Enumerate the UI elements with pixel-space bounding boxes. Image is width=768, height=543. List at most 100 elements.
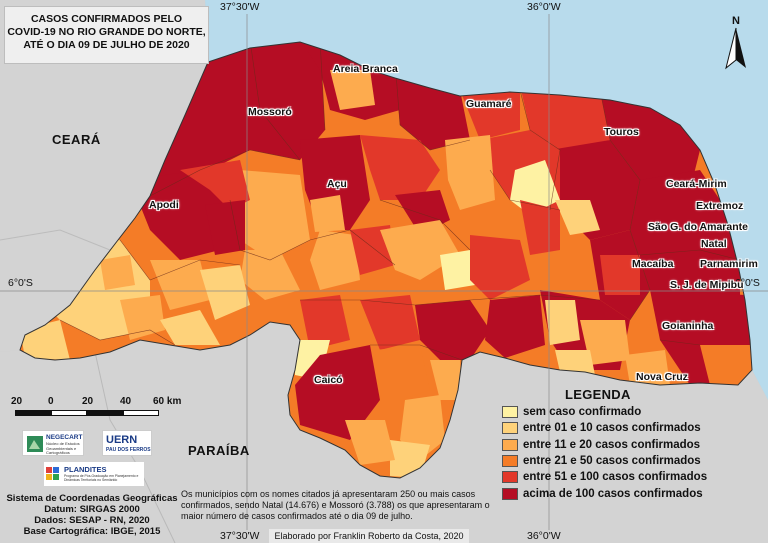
municipality xyxy=(295,345,380,440)
municipality xyxy=(625,350,670,385)
scale-tick-2: 20 xyxy=(82,396,94,407)
scale-tick-3: 40 xyxy=(120,396,132,407)
legend-item: entre 21 e 50 casos confirmados xyxy=(502,453,764,469)
city-label-macaiba: Macaíba xyxy=(632,258,674,270)
info-line-4: Base Cartográfica: IBGE, 2015 xyxy=(23,526,161,537)
city-label-mossoro: Mossoró xyxy=(248,106,292,118)
uern-name: UERN xyxy=(106,434,138,446)
title-line-3: ATÉ O DIA 09 DE JULHO DE 2020 xyxy=(23,39,190,51)
municipality xyxy=(415,300,490,360)
state-label-ceara: CEARÁ xyxy=(52,132,101,147)
grid-label-lat-left: 6°0'S xyxy=(8,277,33,289)
municipality xyxy=(360,135,440,200)
grid-label-bottom-left: 37°30'W xyxy=(220,530,260,542)
municipality xyxy=(470,235,530,300)
city-label-caico: Caicó xyxy=(314,374,343,386)
legend-swatch xyxy=(502,487,518,500)
municipality xyxy=(520,200,560,255)
municipality xyxy=(375,345,430,400)
municipality xyxy=(600,255,640,295)
municipality xyxy=(485,295,545,358)
municipality xyxy=(310,195,345,232)
logos: NEGECART Núcleo de Estudos Geoambientais… xyxy=(22,430,162,490)
municipality xyxy=(700,345,752,385)
municipality xyxy=(150,260,210,310)
municipality xyxy=(380,220,460,280)
uern-logo: UERN PAU DOS FERROS xyxy=(102,430,152,456)
municipality xyxy=(205,200,245,255)
legend-item: entre 01 e 10 casos confirmados xyxy=(502,420,764,436)
info-line-1: Sistema de Coordenadas Geográficas xyxy=(6,493,178,504)
scale-tick-4: 60 km xyxy=(153,396,182,407)
city-label-sj-mipibu: S. J. de Mipibu xyxy=(670,279,744,291)
city-label-sao-goncalo: São G. do Amarante xyxy=(648,221,748,233)
city-label-ceara-mirim: Ceará-Mirim xyxy=(666,178,727,190)
north-arrow-icon: N xyxy=(725,15,746,70)
legend-title: LEGENDA xyxy=(565,387,631,402)
legend-label: entre 11 e 20 casos confirmados xyxy=(523,438,701,451)
north-label: N xyxy=(732,15,740,27)
legend-item: acima de 100 casos confirmados xyxy=(502,485,764,501)
scale-segment xyxy=(15,410,51,416)
municipality xyxy=(440,250,475,290)
negecart-name: NEGECART xyxy=(46,434,83,441)
neighbor-ceara xyxy=(0,0,208,352)
uern-sub: PAU DOS FERROS xyxy=(106,447,151,453)
plandites-name: PLANDITES xyxy=(64,465,107,474)
municipality xyxy=(430,360,462,400)
legend-label: entre 21 e 50 casos confirmados xyxy=(523,455,701,468)
municipality xyxy=(100,255,135,290)
map-note: Os municípios com os nomes citados já ap… xyxy=(181,489,490,521)
legend-label: entre 51 e 100 casos confirmados xyxy=(523,471,708,484)
municipality xyxy=(545,300,580,345)
scale-segment xyxy=(123,410,159,416)
scale-segment xyxy=(87,410,123,416)
negecart-sub: Núcleo de Estudos Geoambientais e Cartog… xyxy=(46,441,80,455)
municipality xyxy=(360,295,420,350)
city-label-areia-branca: Areia Branca xyxy=(333,63,398,75)
city-label-natal: Natal xyxy=(701,238,727,250)
scale-tick-1: 0 xyxy=(48,396,54,407)
municipality xyxy=(345,420,395,465)
municipality xyxy=(520,85,610,150)
legend-item: entre 51 e 100 casos confirmados xyxy=(502,469,764,485)
municipality xyxy=(600,90,700,190)
city-label-guamare: Guamaré xyxy=(466,98,512,110)
city-label-touros: Touros xyxy=(604,126,639,138)
city-label-parnamirim: Parnamirim xyxy=(700,258,758,270)
author-credit: Elaborado por Franklin Roberto da Costa,… xyxy=(269,529,469,543)
plandites-logo: PLANDITES Programa de Pós-Graduação em P… xyxy=(44,462,144,486)
map-info: Sistema de Coordenadas Geográficas Datum… xyxy=(6,493,178,537)
ocean xyxy=(175,0,768,400)
legend-swatch xyxy=(502,471,518,484)
municipality xyxy=(310,230,360,290)
legend: sem caso confirmado entre 01 e 10 casos … xyxy=(502,404,764,502)
map-title: CASOS CONFIRMADOS PELO COVID-19 NO RIO G… xyxy=(4,6,209,64)
grid-label-lat-right: 6°0'S xyxy=(735,277,760,289)
municipality xyxy=(555,350,595,375)
scale-tick-0: 20 xyxy=(11,396,23,407)
scale-segment xyxy=(51,410,87,416)
grid-label-top-left: 37°30'W xyxy=(220,1,260,13)
municipality xyxy=(580,320,630,365)
legend-swatch xyxy=(502,438,518,451)
legend-item: entre 11 e 20 casos confirmados xyxy=(502,437,764,453)
city-label-apodi: Apodi xyxy=(149,199,179,211)
title-line-1: CASOS CONFIRMADOS PELO xyxy=(30,13,183,25)
legend-swatch xyxy=(502,406,518,419)
legend-label: entre 01 e 10 casos confirmados xyxy=(523,422,701,435)
city-label-nova-cruz: Nova Cruz xyxy=(636,371,688,383)
info-line-2: Datum: SIRGAS 2000 xyxy=(44,504,140,515)
municipality xyxy=(160,310,220,345)
city-label-acu: Açu xyxy=(327,178,347,190)
municipality xyxy=(120,295,165,340)
municipality xyxy=(130,170,230,260)
plandites-icon xyxy=(46,467,59,480)
info-line-3: Dados: SESAP - RN, 2020 xyxy=(34,515,150,526)
legend-swatch xyxy=(502,422,518,435)
municipality xyxy=(460,90,520,140)
legend-label: acima de 100 casos confirmados xyxy=(523,487,703,500)
city-label-goianinha: Goianinha xyxy=(662,320,714,332)
state-label-paraiba: PARAÍBA xyxy=(188,443,250,458)
